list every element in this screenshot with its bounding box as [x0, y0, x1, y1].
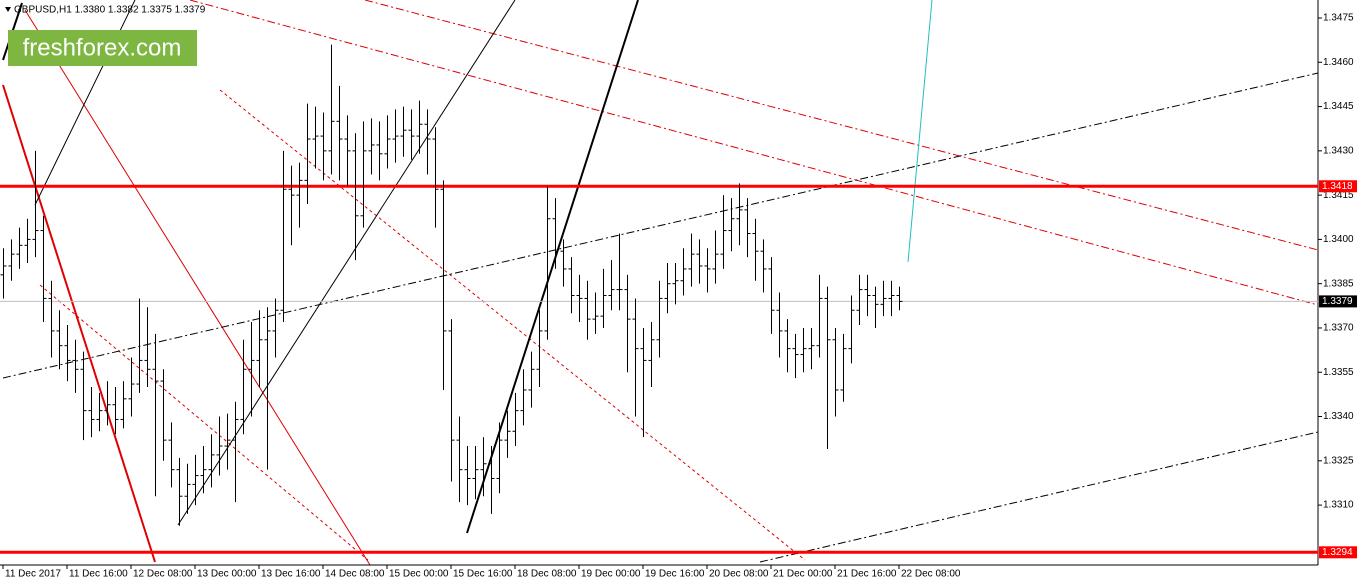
x-tick-label: 15 Dec 16:00 — [453, 569, 513, 580]
y-tick-label: 1.3355 — [1323, 367, 1354, 378]
y-tick-label: 1.3445 — [1323, 101, 1354, 112]
watermark: freshforex.com — [23, 34, 182, 61]
trend-line — [219, 89, 806, 561]
x-tick-label: 12 Dec 08:00 — [133, 569, 193, 580]
trend-line — [364, 0, 1319, 251]
y-tick-label: 1.3385 — [1323, 278, 1354, 289]
y-tick-label: 1.3430 — [1323, 145, 1354, 156]
x-tick-label: 15 Dec 00:00 — [389, 569, 449, 580]
y-tick-label: 1.3460 — [1323, 57, 1354, 68]
trend-line — [24, 9, 371, 566]
price-tag-label: 1.3418 — [1322, 181, 1353, 192]
trend-line — [2, 84, 156, 563]
x-tick-label: 19 Dec 00:00 — [581, 569, 641, 580]
x-tick-label: 13 Dec 16:00 — [261, 569, 321, 580]
y-tick-label: 1.3415 — [1323, 190, 1354, 201]
x-tick-label: 11 Dec 16:00 — [69, 569, 128, 580]
trend-line — [189, 0, 1319, 306]
drawings — [2, 0, 1319, 566]
y-tick-label: 1.3475 — [1323, 13, 1354, 24]
trend-line — [2, 72, 1319, 379]
y-tick-label: 1.3325 — [1323, 455, 1354, 466]
chart-title: GBPUSD,H1 1.3380 1.3382 1.3375 1.3379 — [14, 5, 206, 16]
trend-line — [759, 431, 1319, 563]
x-tick-label: 14 Dec 08:00 — [325, 569, 385, 580]
x-tick-label: 21 Dec 16:00 — [837, 569, 897, 580]
trend-line — [907, 0, 933, 263]
y-tick-label: 1.3310 — [1323, 500, 1354, 511]
x-tick-label: 22 Dec 08:00 — [901, 569, 961, 580]
price-tag — [1319, 546, 1357, 559]
y-tick-label: 1.3370 — [1323, 323, 1354, 334]
x-tick-label: 11 Dec 2017 — [5, 569, 61, 580]
x-tick-label: 18 Dec 08:00 — [517, 569, 577, 580]
trend-line — [466, 0, 639, 534]
x-tick-label: 13 Dec 00:00 — [197, 569, 257, 580]
x-tick-label: 19 Dec 16:00 — [645, 569, 705, 580]
price-tag — [1319, 295, 1357, 308]
y-tick-label: 1.3400 — [1323, 234, 1354, 245]
y-tick-label: 1.3340 — [1323, 411, 1354, 422]
menu-arrow[interactable] — [5, 7, 11, 12]
watermark-box — [8, 30, 197, 66]
trend-line — [177, 0, 516, 526]
price-tag-label: 1.3379 — [1322, 296, 1353, 307]
price-tag — [1319, 180, 1357, 193]
trend-line — [39, 284, 369, 561]
x-tick-label: 21 Dec 00:00 — [773, 569, 833, 580]
x-tick-label: 20 Dec 08:00 — [709, 569, 769, 580]
price-tag-label: 1.3294 — [1322, 547, 1353, 558]
